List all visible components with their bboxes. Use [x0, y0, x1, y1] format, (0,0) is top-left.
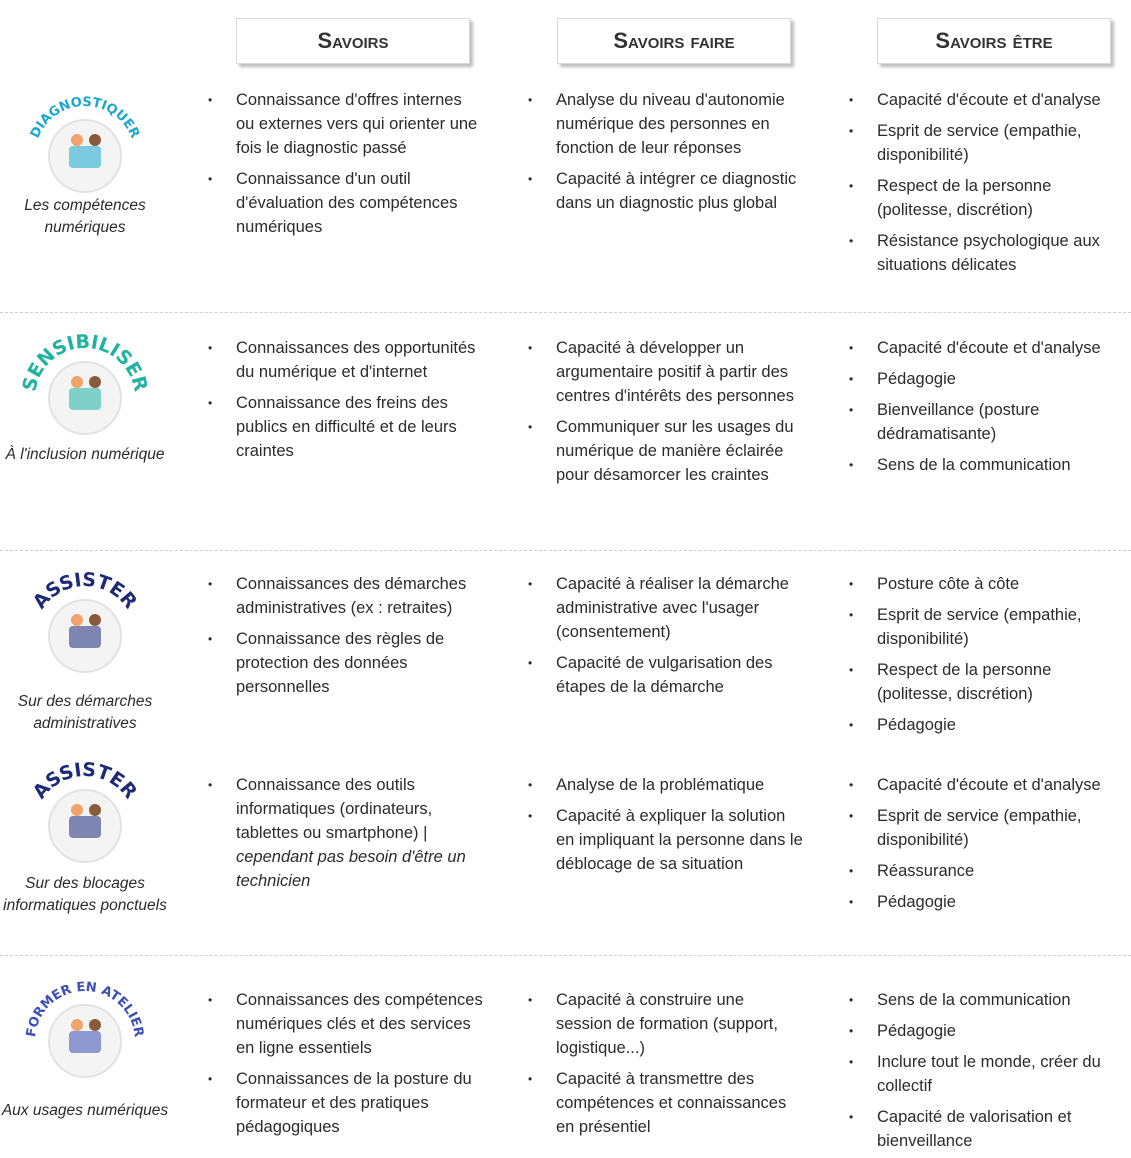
- bullet-list: Capacité d'écoute et d'analyse Esprit de …: [849, 88, 1124, 284]
- bullet-item: Pédagogie: [849, 890, 1124, 914]
- row-divider: [0, 312, 1131, 313]
- icon-figure: [89, 804, 101, 816]
- bullet-item: Capacité à transmettre des compétences e…: [528, 1067, 803, 1139]
- row-icon: ASSISTER: [29, 759, 142, 863]
- bullet-item: Bienveillance (posture dédramatisante): [849, 398, 1124, 446]
- column-header: Savoirs: [236, 18, 470, 64]
- row-subtitle: Sur des démarches administratives: [17, 693, 153, 732]
- bullet-item: Inclure tout le monde, créer du collecti…: [849, 1050, 1124, 1098]
- row-divider: [0, 955, 1131, 956]
- row-icon: ASSISTER: [29, 569, 142, 673]
- bullet-item: Réassurance: [849, 859, 1124, 883]
- bullet-item: Connaissances des opportunités du numéri…: [208, 336, 483, 384]
- bullet-item: Respect de la personne (politesse, discr…: [849, 658, 1124, 706]
- bullet-item: Résistance psychologique aux situations …: [849, 229, 1124, 277]
- bullet-item: Connaissances de la posture du formateur…: [208, 1067, 483, 1139]
- bullet-item: Capacité à expliquer la solution en impl…: [528, 804, 803, 876]
- bullet-list: Capacité à réaliser la démarche administ…: [528, 572, 803, 706]
- bullet-item: Connaissance d'offres internes ou extern…: [208, 88, 483, 160]
- bullet-item: Connaissance d'un outil d'évaluation des…: [208, 167, 483, 239]
- icon-figure: [71, 134, 83, 146]
- bullet-item: Pédagogie: [849, 367, 1124, 391]
- bullet-list: Capacité d'écoute et d'analyse Esprit de …: [849, 773, 1124, 921]
- icon-figure: [71, 1019, 83, 1031]
- bullet-item: Posture côte à côte: [849, 572, 1124, 596]
- bullet-list: Posture côte à côte Esprit de service (em…: [849, 572, 1124, 744]
- column-header: Savoirs être: [877, 18, 1111, 64]
- bullet-emphasis: cependant pas besoin d'être un technicie…: [236, 848, 466, 890]
- bullet-item: Connaissances des démarches administrati…: [208, 572, 483, 620]
- bullet-item: Analyse du niveau d'autonomie numérique …: [528, 88, 803, 160]
- bullet-item: Connaissance des outils informatiques (o…: [208, 773, 483, 893]
- bullet-list: Connaissance d'offres internes ou extern…: [208, 88, 483, 246]
- bullet-item: Capacité de vulgarisation des étapes de …: [528, 651, 803, 699]
- bullet-item: Capacité d'écoute et d'analyse: [849, 336, 1124, 360]
- bullet-list: Connaissances des compétences numériques…: [208, 988, 483, 1146]
- row-icon: DIAGNOSTIQUER: [28, 95, 142, 193]
- bullet-item: Connaissances des compétences numériques…: [208, 988, 483, 1060]
- bullet-item: Sens de la communication: [849, 453, 1124, 477]
- bullet-item: Connaissance des règles de protection de…: [208, 627, 483, 699]
- row-divider: [0, 550, 1131, 551]
- bullet-item: Capacité d'écoute et d'analyse: [849, 773, 1124, 797]
- bullet-item: Capacité à réaliser la démarche administ…: [528, 572, 803, 644]
- bullet-item: Pédagogie: [849, 1019, 1124, 1043]
- bullet-list: Analyse de la problématique Capacité à ex…: [528, 773, 803, 883]
- bullet-list: Connaissances des opportunités du numéri…: [208, 336, 483, 470]
- bullet-item: Capacité de valorisation et bienveillanc…: [849, 1105, 1124, 1153]
- bullet-item: Respect de la personne (politesse, discr…: [849, 174, 1124, 222]
- bullet-list: Connaissances des démarches administrati…: [208, 572, 483, 706]
- bullet-list: Connaissance des outils informatiques (o…: [208, 773, 483, 900]
- bullet-list: Analyse du niveau d'autonomie numérique …: [528, 88, 803, 222]
- icon-figure: [71, 614, 83, 626]
- bullet-item: Pédagogie: [849, 713, 1124, 737]
- row-subtitle: Sur des blocages informatiques ponctuels: [3, 875, 167, 914]
- bullet-item: Capacité d'écoute et d'analyse: [849, 88, 1124, 112]
- bullet-item: Communiquer sur les usages du numérique …: [528, 415, 803, 487]
- bullet-item: Esprit de service (empathie, disponibili…: [849, 603, 1124, 651]
- column-header: Savoirs faire: [557, 18, 791, 64]
- icon-figure: [69, 146, 101, 168]
- icon-figure: [89, 376, 101, 388]
- bullet-item: Connaissance des freins des publics en d…: [208, 391, 483, 463]
- icon-figure: [71, 376, 83, 388]
- row-subtitle: Aux usages numériques: [1, 1102, 169, 1119]
- bullet-item: Analyse de la problématique: [528, 773, 803, 797]
- icon-figure: [89, 134, 101, 146]
- bullet-item: Sens de la communication: [849, 988, 1124, 1012]
- icon-figure: [89, 1019, 101, 1031]
- row-icon: FORMER EN ATELIER: [24, 980, 146, 1078]
- icon-figure: [89, 614, 101, 626]
- row-subtitle: À l'inclusion numérique: [5, 446, 165, 463]
- bullet-list: Capacité à développer un argumentaire po…: [528, 336, 803, 494]
- bullet-item: Capacité à intégrer ce diagnostic dans u…: [528, 167, 803, 215]
- icon-figure: [71, 804, 83, 816]
- bullet-item: Capacité à développer un argumentaire po…: [528, 336, 803, 408]
- row-icon: SENSIBILISER: [18, 331, 152, 435]
- icon-figure: [69, 1031, 101, 1053]
- icon-figure: [69, 816, 101, 838]
- row-subtitle: Les compétences numériques: [24, 197, 146, 236]
- bullet-list: Capacité d'écoute et d'analyse Pédagogie B…: [849, 336, 1124, 484]
- bullet-list: Capacité à construire une session de for…: [528, 988, 803, 1146]
- bullet-item: Esprit de service (empathie, disponibili…: [849, 119, 1124, 167]
- bullet-item: Capacité à construire une session de for…: [528, 988, 803, 1060]
- icon-figure: [69, 626, 101, 648]
- icon-figure: [69, 388, 101, 410]
- bullet-item: Esprit de service (empathie, disponibili…: [849, 804, 1124, 852]
- bullet-text: Connaissance des outils informatiques (o…: [236, 776, 433, 842]
- bullet-list: Sens de la communication Pédagogie Inclure…: [849, 988, 1124, 1158]
